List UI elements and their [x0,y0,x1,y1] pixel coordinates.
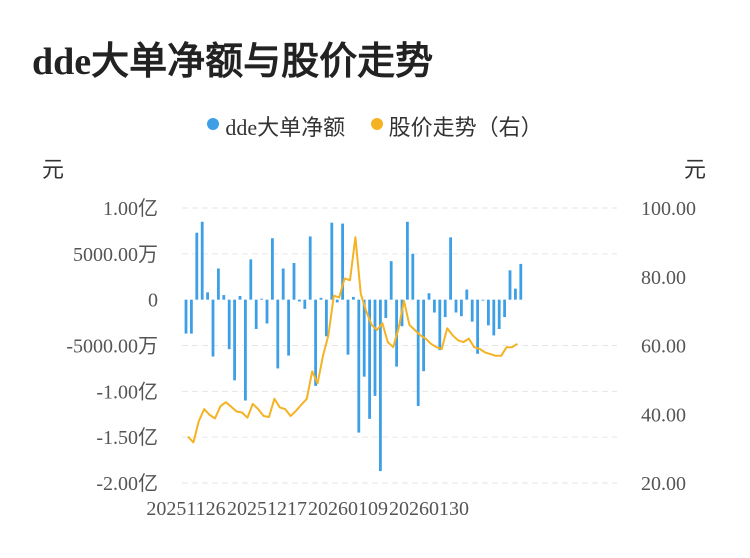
dde-bar [422,299,425,372]
dde-bar [281,268,285,300]
dde-bar [184,299,188,334]
dde-bar [497,299,501,329]
dde-bar [373,299,377,396]
x-axis-tick-label: 20251126 [146,498,225,520]
left-axis-tick-label: 1.00亿 [103,197,158,220]
line-series [187,236,518,444]
x-axis-tick-label: 20260130 [389,498,469,520]
dde-bar [433,299,436,313]
dde-bar [287,299,290,356]
right-axis-tick-label: 80.00 [641,267,686,289]
x-axis-tick-label: 20251217 [227,498,307,520]
dde-bar [254,299,258,329]
dde-bar [314,299,317,386]
dde-bar [244,299,247,401]
dde-bar [200,221,204,300]
dde-bar [276,299,280,369]
left-axis-tick-label: -5000.00万 [66,336,158,358]
right-axis-unit: 元 [684,157,706,182]
dde-bar [308,236,312,300]
dde-bar [379,299,382,472]
dde-bar [335,299,339,303]
dde-bar [238,296,242,300]
dde-bar [508,270,512,300]
dde-bar [487,299,490,326]
dde-bar [384,299,388,318]
dde-bar [346,299,350,355]
dde-bar [362,299,366,377]
dde-bar [319,297,323,300]
dde-bar [514,288,517,300]
left-axis-tick-label: 0 [148,290,158,312]
legend: dde大单净额 股价走势（右） [0,110,750,142]
dde-bar [438,299,442,351]
legend-dot-price [370,118,383,130]
bar-series [184,221,523,472]
dde-bar [411,253,415,300]
dde-bar [406,221,409,300]
dde-bar [454,299,458,313]
dde-bar [470,299,474,322]
dde-bar [368,299,371,419]
dde-bar [265,299,269,324]
dde-bar [211,299,215,357]
legend-label-price: 股价走势（右） [388,115,543,140]
dde-bar [481,299,485,301]
dde-bar [330,222,334,300]
dde-bar [303,299,307,309]
left-axis-tick-label: 5000.00万 [73,244,158,266]
dde-bar [222,295,226,300]
axes: 元 元 1.00亿 5000.00万 0 -5000.00万 -1.00亿 -1.50亿 -… [42,157,706,520]
right-axis-tick-label: 100.00 [641,198,696,220]
dde-bar [249,259,253,300]
right-axis-tick-label: 40.00 [641,404,686,426]
legend-dot-dde [207,118,220,130]
dde-bar [227,299,231,350]
left-axis-unit: 元 [42,157,64,182]
dde-bar [389,261,393,300]
dde-bar [217,268,220,300]
dde-bar [443,299,447,318]
grid-lines [182,207,617,484]
dde-bar [298,299,301,302]
legend-item-dde[interactable]: dde大单净额 [207,110,345,142]
left-axis-tick-label: -2.00亿 [96,472,158,495]
dde-bar [465,289,469,300]
dde-bar [271,238,274,300]
chart-title: dde大单净额与股价走势 [32,41,434,83]
dde-bar [233,299,236,381]
dde-bar [341,223,344,300]
legend-item-price[interactable]: 股价走势（右） [370,110,543,142]
right-axis-tick-label: 20.00 [641,473,686,495]
dde-bar [260,298,263,300]
dde-bar [195,232,199,300]
dde-bar [476,299,479,354]
dde-bar [206,292,209,300]
dde-bar [503,299,506,318]
right-axis-tick-label: 60.00 [641,336,686,358]
dde-bar [449,237,452,300]
dde-bar [357,299,361,433]
dde-bar [492,299,496,336]
dde-bar [325,299,328,337]
dde-bar [416,299,420,406]
dde-bar [352,296,355,300]
price-line [187,236,518,444]
dde-bar [190,299,193,334]
left-axis-tick-label: -1.00亿 [96,380,158,403]
x-axis-tick-label: 20260109 [308,498,388,520]
dde-bar [427,293,431,300]
dde-bar [292,263,296,300]
dde-bar [460,299,463,317]
dde-bar [519,263,523,300]
left-axis-tick-label: -1.50亿 [96,426,158,449]
legend-label-dde: dde大单净额 [225,115,346,140]
